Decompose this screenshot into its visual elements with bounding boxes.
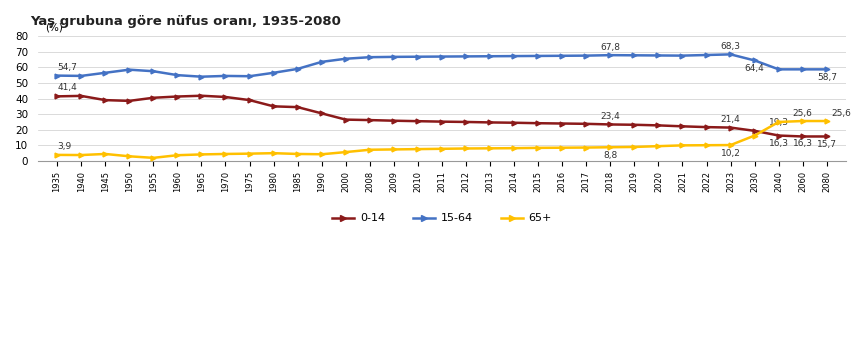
Text: 68,3: 68,3 — [720, 42, 740, 51]
Text: 54,7: 54,7 — [57, 63, 77, 72]
Text: 15,7: 15,7 — [817, 140, 837, 149]
Text: 8,8: 8,8 — [603, 151, 617, 160]
Text: 16,3: 16,3 — [769, 139, 789, 148]
Text: 3,9: 3,9 — [57, 143, 71, 152]
Text: 16,3: 16,3 — [792, 139, 812, 148]
Text: 25,6: 25,6 — [831, 109, 851, 118]
Legend: 0-14, 15-64, 65+: 0-14, 15-64, 65+ — [328, 209, 556, 228]
Text: 64,4: 64,4 — [745, 64, 765, 73]
Text: 19,3: 19,3 — [769, 118, 789, 127]
Text: Yaş grubuna göre nüfus oranı, 1935-2080: Yaş grubuna göre nüfus oranı, 1935-2080 — [29, 15, 341, 28]
Text: 41,4: 41,4 — [57, 84, 77, 93]
Text: 10,2: 10,2 — [720, 149, 740, 158]
Text: 23,4: 23,4 — [601, 112, 620, 121]
Text: 25,6: 25,6 — [792, 109, 812, 118]
Text: 67,8: 67,8 — [600, 43, 620, 52]
Text: 21,4: 21,4 — [720, 115, 740, 124]
Text: (%): (%) — [45, 23, 63, 33]
Text: 58,7: 58,7 — [817, 73, 837, 82]
